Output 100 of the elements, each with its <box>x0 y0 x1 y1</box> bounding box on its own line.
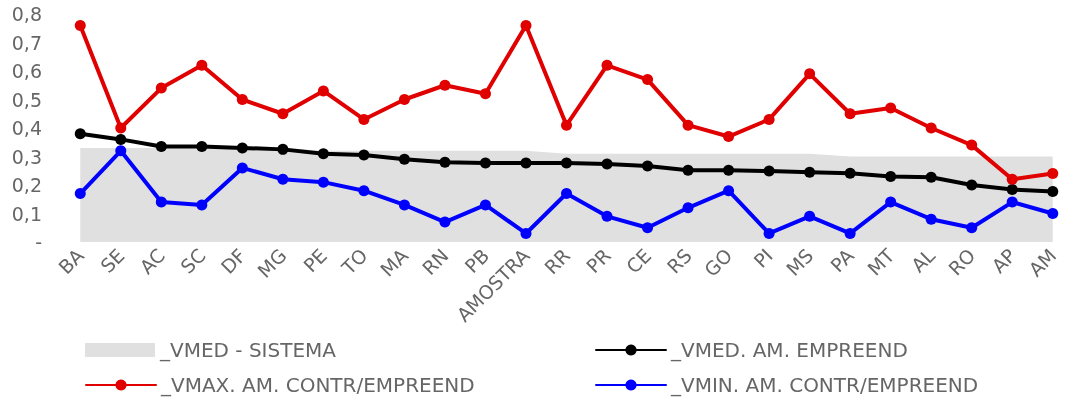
point <box>196 141 208 153</box>
point <box>925 122 937 134</box>
point <box>1006 173 1018 185</box>
x-tick-label: PA <box>825 244 858 277</box>
point <box>277 173 289 185</box>
y-tick-label: 0,6 <box>11 60 42 82</box>
x-tick-label: CE <box>621 244 656 278</box>
x-tick-label: GO <box>699 244 737 281</box>
point <box>844 227 856 239</box>
point <box>1006 184 1018 196</box>
point <box>844 108 856 120</box>
x-tick-label: BA <box>54 244 89 279</box>
point <box>317 176 329 188</box>
x-tick-label: AL <box>906 243 940 277</box>
point <box>115 145 127 157</box>
point <box>601 158 613 170</box>
x-tick-label: MA <box>375 244 413 281</box>
point <box>277 108 289 120</box>
point <box>885 102 897 114</box>
point <box>155 196 167 208</box>
point <box>601 59 613 71</box>
x-tick-label: SE <box>96 244 129 277</box>
y-tick-label: 0,1 <box>11 202 42 225</box>
point <box>115 122 127 134</box>
point <box>277 143 289 155</box>
point <box>763 113 775 125</box>
x-tick-label: AC <box>135 244 170 279</box>
point <box>723 131 735 143</box>
legend-label: _VMED - SISTEMA <box>159 338 337 362</box>
point <box>236 142 248 154</box>
point <box>885 170 897 182</box>
x-tick-label: RR <box>540 244 575 279</box>
point <box>804 166 816 178</box>
point <box>520 157 532 169</box>
point <box>398 199 410 211</box>
point <box>682 164 694 176</box>
point <box>763 165 775 177</box>
point <box>236 94 248 105</box>
x-tick-label: RS <box>662 244 696 278</box>
x-tick-label: SC <box>176 244 210 278</box>
point <box>844 167 856 179</box>
x-tick-label: RO <box>944 244 980 280</box>
point <box>317 148 329 160</box>
legend-label: _VMED. AM. EMPREEND <box>670 338 908 362</box>
point <box>966 179 978 191</box>
point <box>236 162 248 174</box>
x-tick-label: RN <box>417 244 453 280</box>
x-tick-label: AP <box>987 244 1020 278</box>
x-tick-label: MS <box>781 244 818 280</box>
point <box>439 79 451 91</box>
point <box>1047 208 1059 219</box>
point <box>561 157 572 169</box>
point <box>74 19 86 31</box>
point <box>479 157 491 169</box>
point <box>642 222 654 234</box>
point <box>804 210 816 222</box>
point <box>1006 196 1018 208</box>
point <box>439 216 451 228</box>
point <box>479 199 491 211</box>
point <box>601 210 613 222</box>
point <box>561 119 572 131</box>
point <box>358 113 370 125</box>
point <box>723 164 735 176</box>
point <box>520 227 532 239</box>
point <box>966 222 978 234</box>
point <box>155 141 167 153</box>
legend-label: _VMAX. AM. CONTR/EMPREEND <box>160 373 475 397</box>
point <box>398 153 410 165</box>
y-tick-label: 0,7 <box>11 31 42 54</box>
y-tick-label: - <box>35 231 42 253</box>
point <box>925 213 937 225</box>
point <box>398 94 410 105</box>
point <box>925 171 937 183</box>
y-tick-label: 0,8 <box>11 3 42 25</box>
y-tick-label: 0,4 <box>11 117 42 139</box>
point <box>642 160 654 172</box>
point <box>804 68 816 80</box>
point <box>520 19 532 31</box>
x-tick-label: AM <box>1024 244 1061 281</box>
point <box>74 128 86 140</box>
y-tick-label: 0,5 <box>11 88 42 111</box>
point <box>155 82 167 94</box>
legend-label: _VMIN. AM. CONTR/EMPREEND <box>670 373 979 397</box>
point <box>885 196 897 208</box>
point <box>642 74 654 86</box>
point <box>682 119 694 131</box>
point <box>196 59 208 71</box>
x-tick-label: PE <box>299 244 332 277</box>
point <box>479 88 491 100</box>
point <box>1047 168 1059 180</box>
point <box>358 185 370 197</box>
x-tick-label: DF <box>216 244 251 278</box>
x-tick-label: MG <box>253 244 291 282</box>
y-tick-label: 0,2 <box>11 174 42 196</box>
point <box>763 227 775 239</box>
point <box>1047 186 1059 198</box>
x-tick-label: PI <box>749 244 777 272</box>
point <box>74 188 86 200</box>
x-tick-label: MT <box>863 243 899 280</box>
point <box>317 85 329 97</box>
